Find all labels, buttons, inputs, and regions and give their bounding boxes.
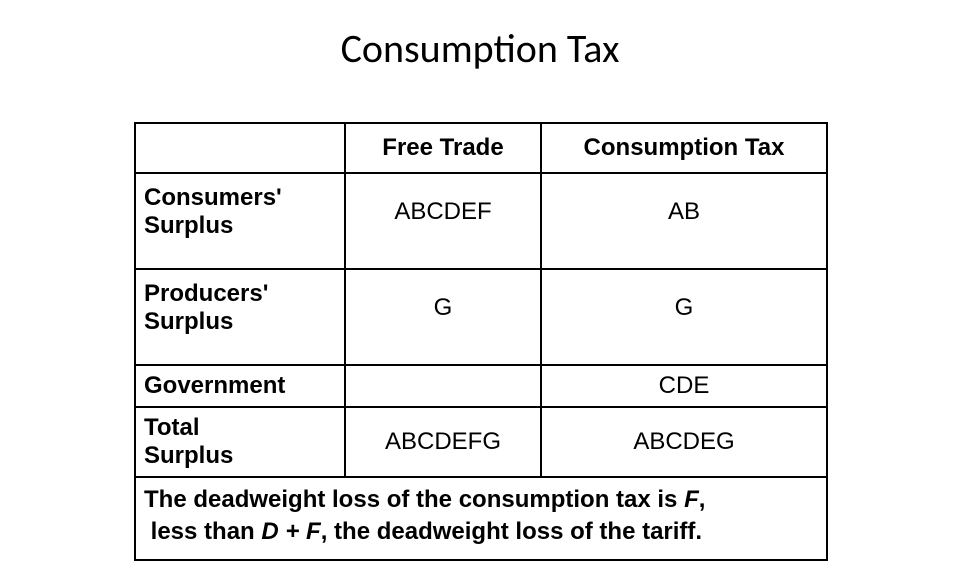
cell-value: G [541, 269, 827, 365]
surplus-table: Free Trade Consumption Tax Consumers'Sur… [134, 122, 828, 561]
slide: Consumption Tax Free Trade Consumption T… [0, 0, 960, 540]
table-row: TotalSurplus ABCDEFG ABCDEG [135, 407, 827, 477]
footnote-italic: F [684, 486, 699, 513]
cell-value: ABCDEFG [345, 407, 541, 477]
footnote-cell: The deadweight loss of the consumption t… [135, 477, 827, 560]
row-label: Government [135, 365, 345, 407]
row-label: Producers'Surplus [135, 269, 345, 365]
cell-value: ABCDEF [345, 173, 541, 269]
table-row: Producers'Surplus G G [135, 269, 827, 365]
cell-value [345, 365, 541, 407]
table-row: Consumers'Surplus ABCDEF AB [135, 173, 827, 269]
cell-value: G [345, 269, 541, 365]
footnote-italic: D + F [261, 518, 320, 545]
row-label: Consumers'Surplus [135, 173, 345, 269]
col-header-consumption-tax: Consumption Tax [541, 123, 827, 173]
table-container: Free Trade Consumption Tax Consumers'Sur… [134, 122, 826, 561]
col-header-free-trade: Free Trade [345, 123, 541, 173]
cell-value: CDE [541, 365, 827, 407]
table-header-row: Free Trade Consumption Tax [135, 123, 827, 173]
slide-title: Consumption Tax [0, 24, 960, 73]
cell-value: AB [541, 173, 827, 269]
footnote-text: , the deadweight loss of the tariff. [321, 518, 702, 545]
row-label: TotalSurplus [135, 407, 345, 477]
table-footnote-row: The deadweight loss of the consumption t… [135, 477, 827, 560]
col-header-blank [135, 123, 345, 173]
footnote-text: The deadweight loss of the consumption t… [144, 486, 684, 513]
cell-value: ABCDEG [541, 407, 827, 477]
table-row: Government CDE [135, 365, 827, 407]
